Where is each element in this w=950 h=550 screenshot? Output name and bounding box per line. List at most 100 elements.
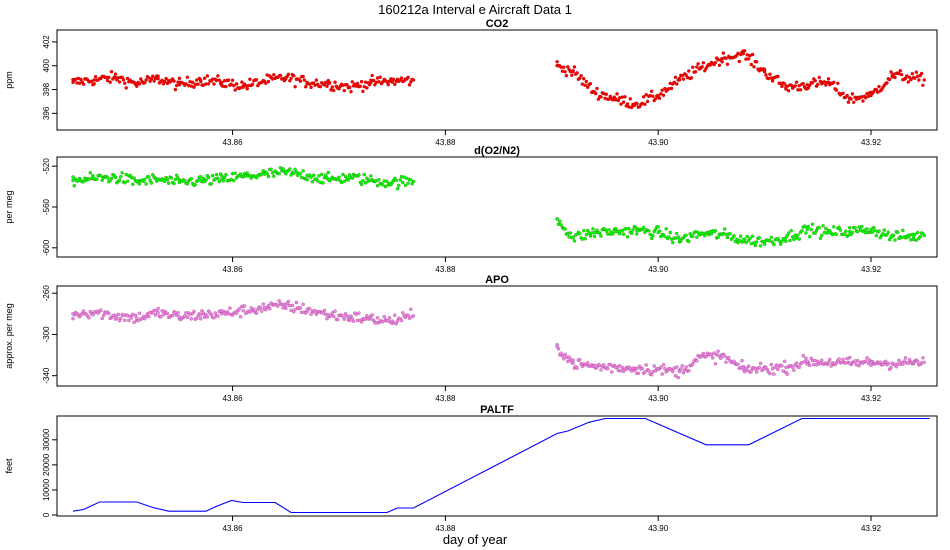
data-point	[780, 363, 784, 368]
data-point	[595, 228, 599, 233]
data-point	[291, 73, 296, 78]
data-point	[887, 237, 892, 242]
data-point	[109, 176, 114, 181]
data-point	[845, 93, 849, 98]
data-point	[681, 370, 686, 375]
data-point	[386, 319, 391, 323]
data-point	[266, 79, 271, 84]
data-point	[684, 365, 688, 369]
data-point	[137, 182, 142, 186]
data-point	[330, 311, 335, 315]
y-tick-label: 396	[42, 106, 51, 120]
data-point	[347, 315, 352, 319]
data-point	[737, 238, 742, 243]
data-point	[71, 178, 75, 183]
data-point	[893, 75, 897, 80]
data-point	[710, 355, 715, 360]
data-point	[674, 82, 679, 86]
data-point	[357, 173, 361, 177]
data-point	[921, 355, 925, 360]
data-point	[303, 84, 308, 89]
data-point	[644, 363, 649, 367]
data-point	[406, 313, 410, 318]
data-point	[757, 365, 762, 370]
data-point	[643, 370, 647, 374]
data-point	[182, 178, 187, 183]
data-point	[192, 309, 196, 314]
data-point	[220, 177, 224, 182]
data-point	[790, 365, 795, 369]
data-point	[668, 230, 673, 235]
data-point	[792, 368, 796, 373]
data-point	[71, 175, 75, 179]
data-point	[361, 178, 365, 183]
y-tick-label: -300	[42, 326, 51, 343]
data-point	[909, 77, 913, 82]
data-point	[365, 313, 369, 318]
x-tick-label: 43.90	[648, 265, 669, 274]
x-tick-label: 43.90	[648, 524, 669, 533]
data-point	[137, 311, 142, 316]
data-point	[768, 72, 772, 77]
data-point	[831, 80, 836, 85]
data-point	[826, 80, 831, 85]
data-point	[841, 357, 845, 362]
data-point	[130, 182, 135, 187]
data-point	[696, 61, 700, 66]
data-point	[242, 304, 247, 308]
data-point	[664, 226, 669, 231]
data-point	[915, 359, 920, 364]
data-point	[305, 80, 309, 85]
data-point	[206, 81, 211, 86]
data-point	[390, 180, 395, 185]
data-point	[113, 175, 118, 180]
panel-title: d(O2/N2)	[474, 145, 520, 157]
data-point	[717, 63, 722, 68]
data-point	[238, 314, 243, 319]
data-point	[889, 365, 893, 370]
data-point	[146, 175, 151, 179]
data-point	[588, 234, 593, 238]
data-point	[769, 235, 774, 240]
data-point	[615, 92, 619, 96]
data-point	[869, 360, 873, 365]
y-tick-label: 402	[42, 35, 51, 49]
data-point	[321, 181, 325, 185]
data-point	[762, 239, 767, 244]
data-point	[81, 82, 86, 87]
data-point	[752, 64, 756, 69]
data-point	[628, 96, 633, 101]
data-point	[806, 86, 811, 90]
data-point	[768, 371, 772, 376]
data-point	[911, 234, 916, 239]
data-point	[827, 357, 832, 362]
data-point	[599, 234, 603, 238]
data-point	[162, 179, 167, 184]
data-point	[754, 240, 759, 244]
data-point	[369, 174, 373, 178]
data-point	[283, 170, 288, 175]
data-point	[563, 69, 567, 74]
data-point	[911, 360, 916, 365]
data-point	[885, 81, 889, 85]
data-point	[271, 72, 276, 77]
data-point	[146, 314, 151, 319]
data-point	[682, 367, 687, 372]
data-point	[198, 313, 203, 317]
data-point	[794, 361, 799, 365]
data-point	[725, 235, 730, 240]
data-point	[565, 65, 570, 69]
panel-title: PALTF	[480, 404, 514, 416]
data-point	[572, 65, 577, 69]
data-point	[605, 366, 610, 371]
data-point	[571, 358, 575, 363]
data-point	[847, 229, 852, 234]
data-point	[757, 236, 762, 240]
data-point	[561, 65, 566, 70]
data-point	[124, 172, 129, 177]
data-point	[663, 234, 667, 239]
data-point	[555, 63, 559, 68]
data-point	[99, 174, 103, 178]
data-point	[857, 363, 861, 368]
data-point	[294, 170, 299, 174]
